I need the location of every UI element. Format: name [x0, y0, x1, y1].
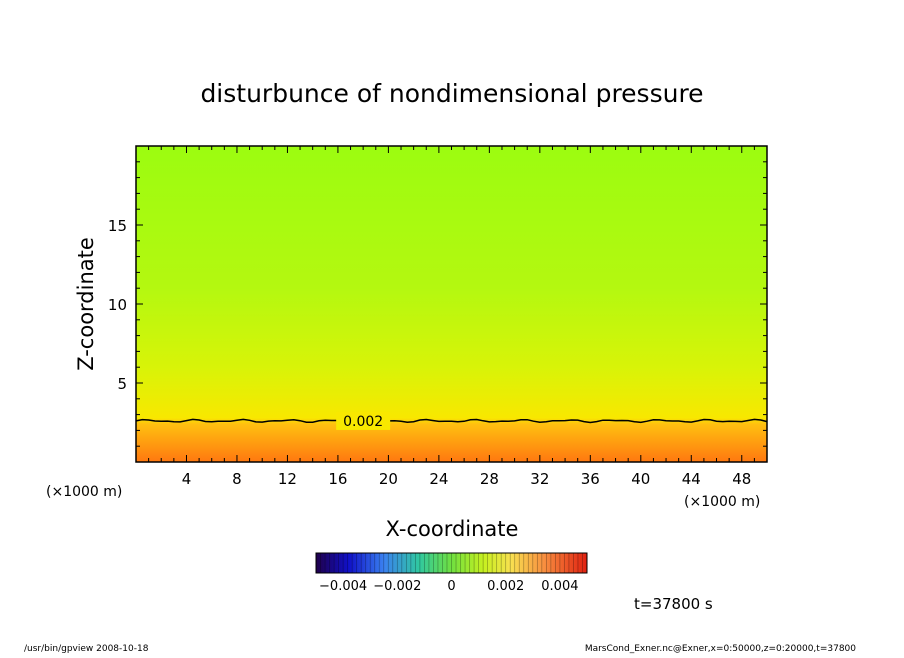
x-tick-label: 44 [682, 470, 701, 488]
x-tick-label: 20 [379, 470, 398, 488]
colorbar-tick-label: 0.004 [541, 579, 578, 594]
contour-label-background [336, 411, 391, 430]
x-tick-label: 48 [732, 470, 751, 488]
y-tick-label: 5 [117, 375, 127, 393]
colorbar-tick-label: −0.002 [373, 579, 421, 594]
footer-left: /usr/bin/gpview 2008-10-18 [24, 644, 149, 654]
contour-line-0002 [135, 418, 768, 424]
contour-label: 0.002 [343, 414, 383, 430]
colorbar-tick-label: 0 [447, 579, 455, 594]
colorbar-tick-labels: −0.004 −0.002 0 0.002 0.004 [319, 579, 578, 594]
y-axis-label: Z-coordinate [74, 237, 98, 371]
time-label: t=37800 s [634, 595, 713, 613]
field-heatmap [136, 146, 767, 462]
x-tick-label: 24 [429, 470, 448, 488]
x-axis-ticks: 4 8 12 16 20 24 28 32 36 40 44 48 [135, 146, 768, 488]
x-tick-label: 8 [232, 470, 242, 488]
x-tick-label: 16 [328, 470, 347, 488]
colorbar-frame [315, 552, 588, 574]
y-axis-ticks: 5 10 15 [108, 145, 767, 463]
x-tick-label: 28 [480, 470, 499, 488]
x-tick-label: 4 [182, 470, 192, 488]
colorbar-tick-label: 0.002 [487, 579, 524, 594]
footer-right: MarsCond_Exner.nc@Exner,x=0:50000,z=0:20… [585, 644, 856, 654]
z-unit-label: (×1000 m) [46, 484, 122, 500]
colorbar-tick-label: −0.004 [319, 579, 367, 594]
x-tick-label: 32 [530, 470, 549, 488]
x-unit-label: (×1000 m) [684, 494, 760, 510]
x-tick-label: 12 [278, 470, 297, 488]
y-tick-label: 15 [108, 217, 127, 235]
colorbar [316, 553, 587, 573]
x-tick-label: 40 [631, 470, 650, 488]
colorbar-level-lines [320, 553, 583, 573]
x-axis-label: X-coordinate [386, 517, 519, 541]
y-tick-label: 10 [108, 296, 127, 314]
x-tick-label: 36 [581, 470, 600, 488]
chart-title: disturbunce of nondimensional pressure [200, 79, 703, 108]
